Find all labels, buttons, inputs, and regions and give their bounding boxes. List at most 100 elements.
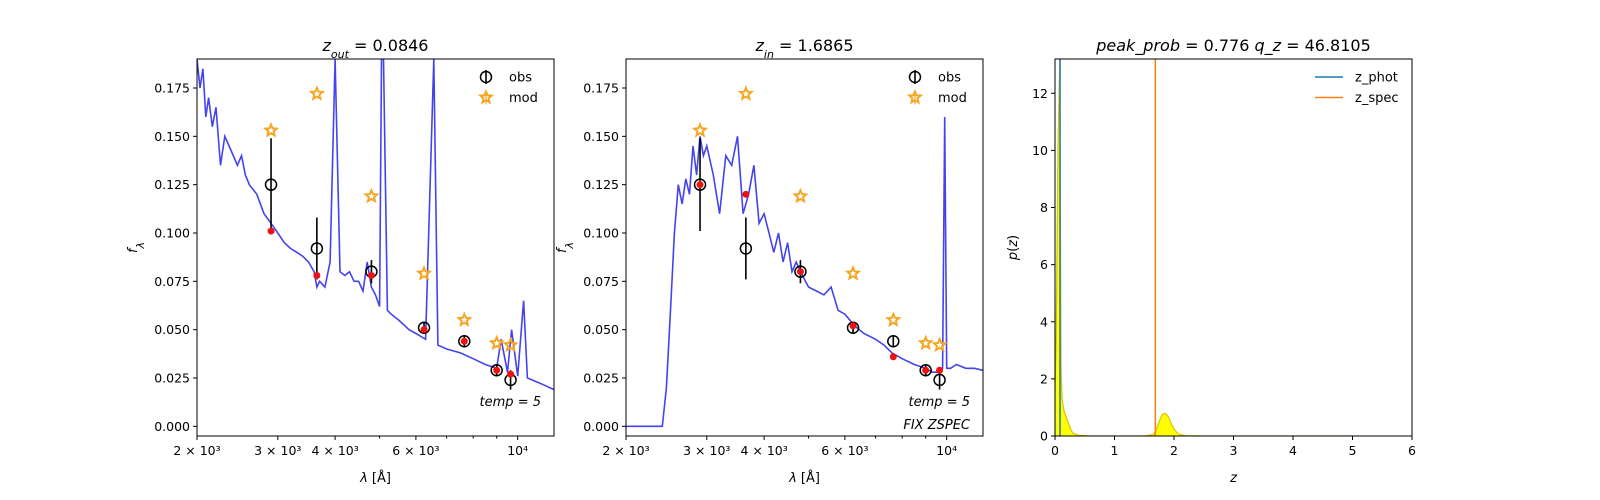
spectrum-line — [197, 59, 554, 391]
x-tick-label: 5 — [1349, 443, 1357, 458]
mod-point — [796, 268, 804, 276]
x-axis-label: λ [Å] — [359, 470, 391, 486]
mod-point — [696, 181, 704, 189]
y-tick-label: 0.125 — [583, 177, 619, 192]
subplot-title: zout = 0.0846 — [322, 36, 429, 61]
mod-point — [460, 337, 468, 345]
y-tick-label: 10 — [1032, 143, 1048, 158]
y-tick-label: 0.100 — [154, 226, 190, 241]
mod-point — [367, 272, 375, 280]
obs-marker — [490, 364, 503, 377]
axes-frame — [196, 58, 555, 437]
y-tick-label: 0.150 — [583, 129, 619, 144]
y-tick-label: 0 — [1040, 429, 1048, 444]
y-tick-label: 8 — [1040, 200, 1048, 215]
y-axis-label: fλ — [126, 242, 147, 253]
mod-star-marker — [844, 265, 862, 281]
mod-point — [420, 326, 428, 334]
annotation-1: temp = 5 — [480, 395, 541, 410]
x-tick-label: 2 — [1170, 443, 1178, 458]
x-tick-label: 6 — [1408, 443, 1416, 458]
x-tick-label: 10⁴ — [507, 443, 528, 458]
mod-star-marker — [488, 334, 505, 351]
subplot-title: peak_prob = 0.776 q_z = 46.8105 — [1095, 36, 1371, 56]
mod-star-marker — [308, 85, 326, 101]
mod-point — [267, 227, 275, 235]
obs-marker — [919, 364, 932, 377]
x-tick-label: 6 × 10³ — [821, 443, 868, 458]
y-tick-label: 0.075 — [154, 274, 190, 289]
mod-star-marker — [691, 121, 709, 138]
annotation-2: FIX ZSPEC — [903, 418, 971, 433]
axes-frame — [1054, 58, 1413, 437]
x-tick-label: 1 — [1111, 443, 1119, 458]
x-axis-label: λ [Å] — [788, 470, 820, 486]
legend: obs mod — [906, 70, 967, 106]
mod-star-marker — [917, 334, 934, 351]
legend-mod-label: mod — [509, 91, 538, 106]
x-tick-label: 6 × 10³ — [392, 443, 439, 458]
y-tick-label: 12 — [1032, 86, 1048, 101]
obs-marker — [933, 373, 946, 387]
legend: obs mod — [477, 70, 538, 106]
mod-star-marker — [792, 187, 809, 204]
annotation-1: temp = 5 — [909, 395, 970, 410]
x-tick-label: 4 × 10³ — [740, 443, 787, 458]
y-tick-label: 0.075 — [583, 274, 619, 289]
y-tick-label: 0.150 — [154, 129, 190, 144]
mod-point — [313, 272, 321, 280]
y-tick-label: 0.025 — [154, 371, 190, 386]
pz-fill — [1055, 59, 1353, 436]
mod-star-marker — [502, 336, 519, 353]
mod-star-marker — [456, 311, 473, 328]
obs-marker — [693, 178, 707, 191]
y-tick-label: 0.100 — [583, 226, 619, 241]
x-tick-label: 2 × 10³ — [173, 443, 220, 458]
x-tick-label: 10⁴ — [936, 443, 957, 458]
y-tick-label: 0.175 — [583, 81, 619, 96]
obs-marker — [310, 242, 324, 255]
y-tick-label: 0.050 — [154, 322, 190, 337]
subplot-1: 2 × 10³ 3 × 10³ 4 × 10³ 6 × 10³ 10⁴ 0.000 0.02… — [126, 36, 555, 486]
plot-area — [626, 85, 983, 428]
y-axis-label: fλ — [555, 242, 576, 253]
legend-z-spec-label: z_spec — [1355, 91, 1399, 106]
obs-marker — [739, 242, 753, 255]
y-tick-label: 6 — [1040, 257, 1048, 272]
mod-point — [922, 366, 930, 374]
y-tick-label: 2 — [1040, 371, 1048, 386]
legend: z_phot z_spec — [1315, 71, 1399, 106]
obs-marker — [264, 178, 278, 191]
spectrum-line — [626, 116, 983, 428]
obs-marker — [887, 335, 900, 348]
mod-star-marker — [415, 265, 433, 281]
y-tick-label: 0.000 — [154, 419, 190, 434]
subplot-2: 2 × 10³ 3 × 10³ 4 × 10³ 6 × 10³ 10⁴ 0.000 0.02… — [555, 36, 984, 486]
mod-star-marker — [737, 85, 755, 101]
legend-obs-label: obs — [938, 71, 961, 86]
x-tick-label: 3 × 10³ — [254, 443, 301, 458]
mod-point — [849, 322, 857, 330]
legend-obs-label: obs — [509, 71, 532, 86]
mod-point — [936, 366, 944, 374]
y-tick-label: 0.125 — [154, 177, 190, 192]
y-tick-label: 0.050 — [583, 322, 619, 337]
obs-marker — [458, 335, 471, 348]
mod-point — [493, 366, 501, 374]
mod-star-marker — [885, 311, 902, 328]
y-tick-label: 4 — [1040, 314, 1048, 329]
x-axis-label: z — [1229, 471, 1238, 486]
mod-point — [742, 190, 750, 198]
obs-marker — [794, 265, 807, 278]
y-tick-label: 0.175 — [154, 81, 190, 96]
y-tick-label: 0.000 — [583, 419, 619, 434]
mod-star-marker — [363, 187, 380, 204]
x-tick-label: 4 — [1289, 443, 1297, 458]
mod-star-marker — [262, 121, 280, 138]
mod-point — [889, 353, 897, 361]
legend-mod-label: mod — [938, 91, 967, 106]
legend-obs-marker — [479, 70, 493, 84]
subplot-title: zin = 1.6865 — [755, 36, 854, 61]
